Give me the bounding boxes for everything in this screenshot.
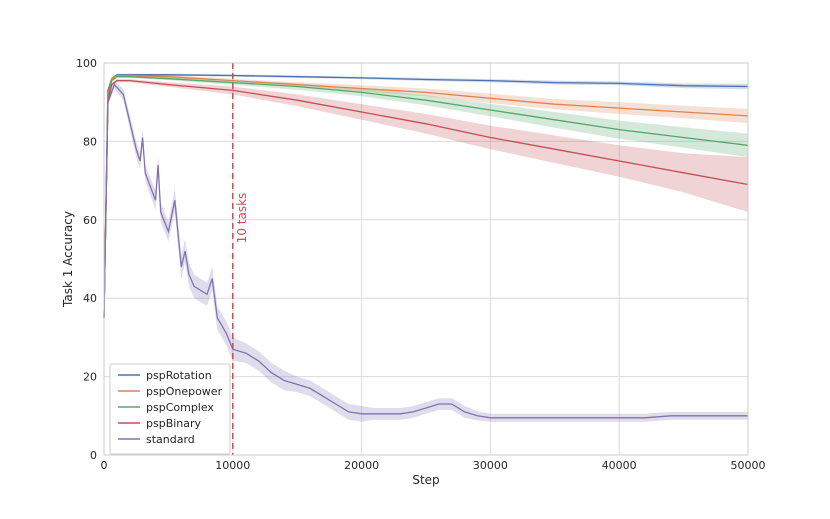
y-tick-label: 40 (83, 292, 97, 305)
y-tick-label: 100 (76, 57, 97, 70)
y-tick-labels: 0 20 40 60 80 100 (76, 57, 97, 462)
plot-frame (103, 62, 749, 456)
line-pspOnepower (103, 74, 749, 318)
line-pspComplex (103, 76, 749, 318)
series-lines (103, 74, 749, 419)
y-tick-label: 0 (90, 449, 97, 462)
x-tick-label: 50000 (731, 459, 766, 472)
x-tick-labels: 0 10000 20000 30000 40000 50000 (101, 459, 766, 472)
x-tick-label: 0 (101, 459, 108, 472)
x-tick-label: 30000 (473, 459, 508, 472)
line-pspBinary (103, 79, 749, 318)
x-axis-label: Step (412, 473, 439, 487)
y-tick-label: 80 (83, 135, 97, 148)
y-tick-label: 60 (83, 214, 97, 227)
band-pspBinary (104, 79, 748, 319)
y-tick-label: 20 (83, 371, 97, 384)
legend: pspRotation pspOnepower pspComplex pspBinar… (109, 363, 231, 455)
annotations: 10 tasks (232, 63, 249, 455)
legend-box (109, 363, 231, 455)
legend-label: pspRotation (146, 369, 212, 382)
x-tick-label: 40000 (602, 459, 637, 472)
legend-label: pspOnepower (146, 385, 223, 398)
line-standard (103, 83, 748, 419)
confidence-bands (104, 73, 748, 422)
legend-label: standard (146, 433, 195, 446)
legend-label: pspComplex (146, 401, 214, 414)
legend-label: pspBinary (146, 417, 202, 430)
x-tick-label: 10000 (215, 459, 250, 472)
x-tick-label: 20000 (344, 459, 379, 472)
y-axis-label: Task 1 Accuracy (61, 211, 75, 308)
annotation-label: 10 tasks (235, 193, 249, 244)
